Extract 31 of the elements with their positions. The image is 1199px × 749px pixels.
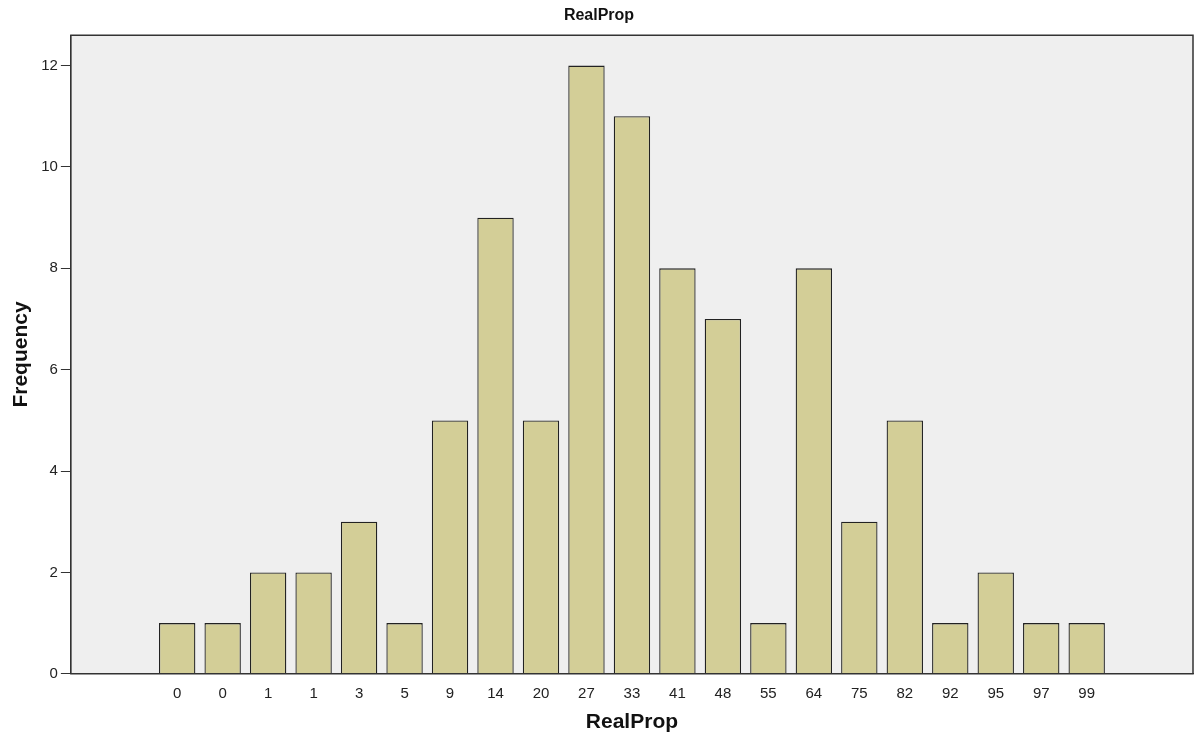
y-tick-label: 6 (49, 359, 58, 377)
x-tick-label: 82 (896, 683, 914, 701)
x-tick-label: 97 (1032, 683, 1050, 701)
x-tick-label: 14 (487, 683, 504, 701)
x-tick-label: 1 (309, 683, 318, 701)
x-tick-label: 1 (263, 683, 273, 701)
x-tick-label: 92 (941, 683, 959, 701)
y-tick-label: 4 (49, 461, 58, 479)
x-tick-label: 3 (354, 683, 364, 701)
x-tick-label: 99 (1078, 683, 1096, 701)
x-tick-label: 5 (400, 683, 409, 701)
x-tick-label: 41 (669, 683, 686, 701)
chart-title: RealProp (563, 6, 635, 24)
y-tick-label: 10 (41, 157, 58, 175)
x-tick-label: 75 (850, 683, 868, 701)
x-tick-label: 55 (760, 683, 777, 701)
y-tick-label: 2 (49, 562, 58, 580)
x-tick-label: 0 (173, 683, 182, 701)
x-tick-label: 95 (987, 683, 1005, 701)
x-tick-label: 64 (805, 683, 823, 701)
y-tick-label: 0 (49, 663, 58, 681)
x-tick-label: 20 (532, 683, 550, 701)
y-axis-title: Frequency (8, 301, 32, 408)
x-tick-label: 0 (218, 683, 227, 701)
x-tick-label: 48 (714, 683, 732, 701)
y-tick-label: 12 (41, 55, 58, 73)
x-axis-title: RealProp (585, 709, 679, 733)
x-tick-label: 33 (623, 683, 641, 701)
y-tick-label: 8 (49, 258, 58, 276)
x-tick-label: 9 (445, 683, 455, 701)
x-tick-label: 27 (578, 683, 595, 701)
